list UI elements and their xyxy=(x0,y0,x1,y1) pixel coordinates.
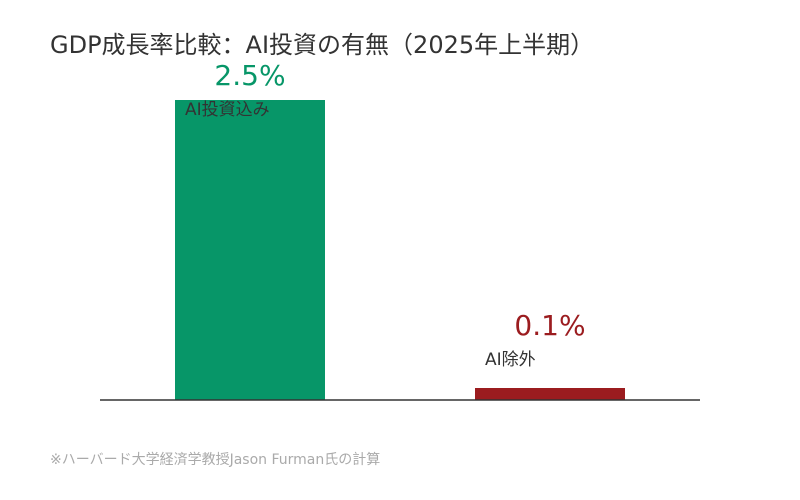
chart-title: GDP成長率比較：AI投資の有無（2025年上半期） xyxy=(50,31,594,59)
bar xyxy=(475,388,625,400)
category-label: AI投資込み xyxy=(185,100,270,120)
value-label: 0.1% xyxy=(514,309,585,342)
category-label: AI除外 xyxy=(485,350,536,370)
bar xyxy=(175,100,325,400)
value-label: 2.5% xyxy=(214,59,285,92)
footnote: ※ハーバード大学経済学教授Jason Furman氏の計算 xyxy=(50,452,380,468)
